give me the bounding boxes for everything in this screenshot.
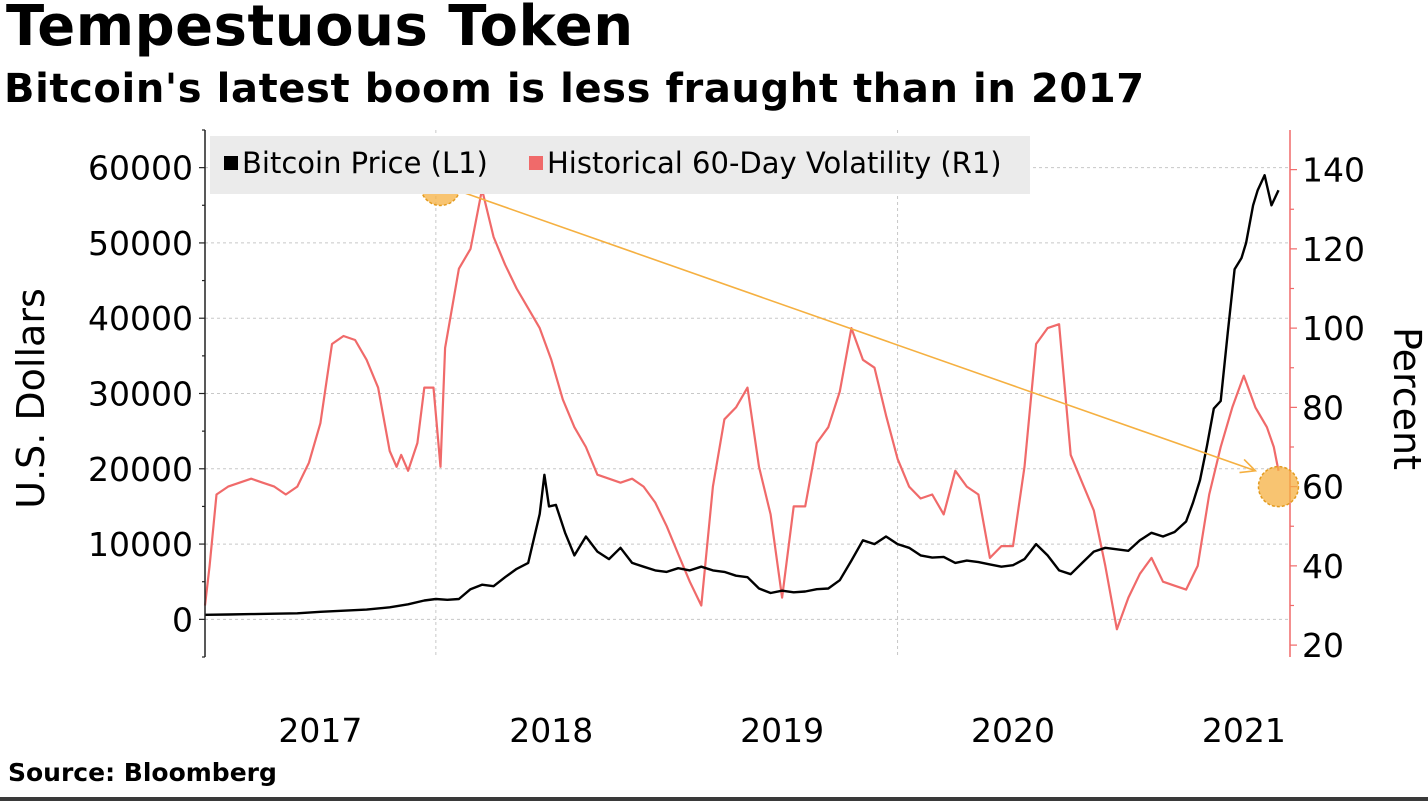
left-tick-label: 40000	[88, 299, 193, 338]
left-tick-label: 60000	[88, 149, 193, 188]
trend-arrow-head	[1239, 458, 1258, 474]
right-tick-label: 100	[1302, 309, 1365, 348]
legend: Bitcoin Price (L1) Historical 60-Day Vola…	[210, 136, 1030, 194]
left-axis-title: U.S. Dollars	[9, 288, 53, 509]
axes: 0 10000 20000 30000 40000 50000 60000 20 40 60 80 1…	[9, 129, 1428, 750]
trend-arrow-line	[460, 190, 1256, 472]
left-tick-label: 0	[172, 600, 193, 639]
x-tick-label: 2018	[509, 711, 593, 750]
left-tick-label: 10000	[88, 525, 193, 564]
bitcoin-price-series	[204, 173, 1280, 616]
right-tick-label: 120	[1302, 230, 1365, 269]
x-tick-label: 2017	[278, 711, 362, 750]
legend-label-btc: Bitcoin Price (L1)	[242, 146, 488, 180]
highlight-circle	[1257, 465, 1300, 508]
x-tick-label: 2021	[1202, 711, 1286, 750]
right-tick-label: 140	[1302, 151, 1365, 190]
right-tick-label: 20	[1302, 626, 1344, 665]
legend-swatch-vol	[529, 156, 543, 170]
chart-subtitle: Bitcoin's latest boom is less fraught th…	[4, 66, 1145, 112]
annotations	[419, 164, 1300, 508]
right-tick-label: 60	[1302, 468, 1344, 507]
right-tick-label: 80	[1302, 388, 1344, 427]
bottom-divider	[0, 797, 1428, 801]
chart-title: Tempestuous Token	[6, 0, 634, 59]
right-axis-title: Percent	[1385, 327, 1428, 470]
right-tick-label: 40	[1302, 547, 1344, 586]
legend-box	[210, 136, 1030, 194]
left-tick-label: 30000	[88, 375, 193, 414]
x-tick-label: 2020	[971, 711, 1055, 750]
bitcoin-price-line	[204, 173, 1280, 616]
volatility-line	[203, 188, 1280, 631]
left-tick-label: 50000	[88, 224, 193, 263]
x-tick-label: 2019	[740, 711, 824, 750]
source-note: Source: Bloomberg	[8, 758, 277, 787]
left-tick-label: 20000	[88, 450, 193, 489]
legend-label-vol: Historical 60-Day Volatility (R1)	[547, 146, 1002, 180]
volatility-series	[203, 188, 1280, 631]
legend-swatch-btc	[224, 156, 238, 170]
